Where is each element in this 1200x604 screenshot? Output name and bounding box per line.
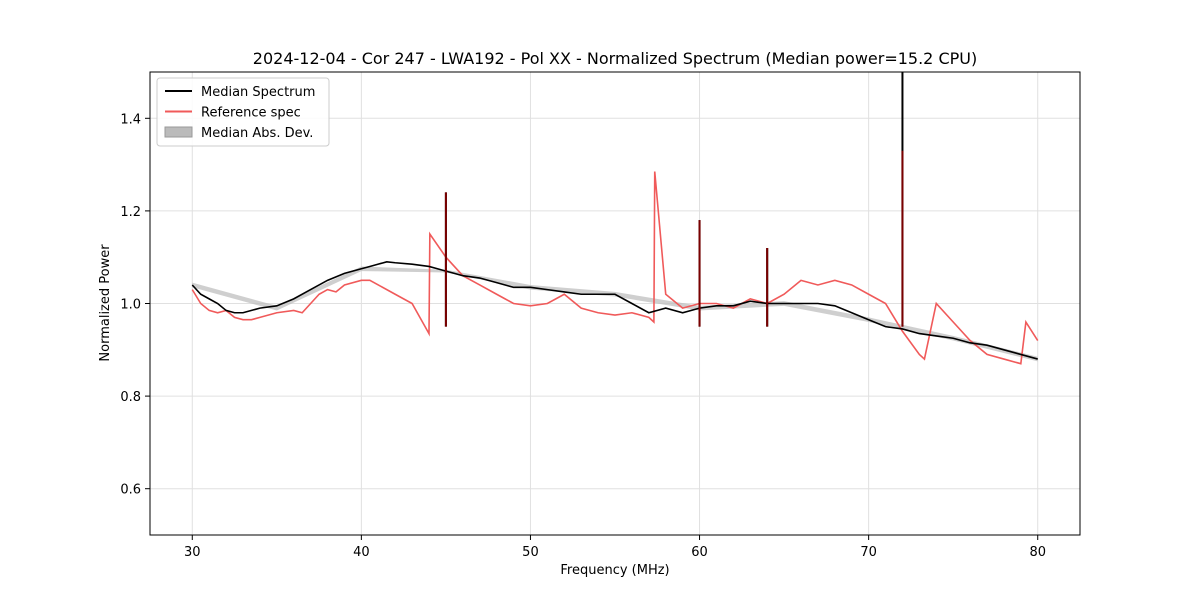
y-tick-label: 1.4: [120, 112, 141, 127]
y-axis-label: Normalized Power: [98, 244, 113, 362]
legend-label: Median Spectrum: [201, 85, 315, 100]
x-tick-label: 60: [691, 545, 708, 560]
plot-area: [191, 72, 1039, 365]
x-tick-label: 30: [184, 545, 201, 560]
legend: Median Spectrum Reference spec Median Abs.…: [156, 77, 330, 147]
legend-label: Reference spec: [201, 106, 301, 121]
x-tick-label: 50: [522, 545, 539, 560]
median-spectrum-line: [191, 261, 1038, 360]
chart-title: 2024-12-04 - Cor 247 - LWA192 - Pol XX -…: [253, 49, 977, 68]
x-axis-label: Frequency (MHz): [560, 563, 669, 578]
axes: 30 40 50 60 70 80 0.6 0.8 1.0 1.2 1.4: [120, 71, 1081, 560]
y-tick-label: 1.2: [120, 205, 141, 220]
mad-band: [192, 266, 1038, 362]
x-tick-label: 80: [1029, 545, 1046, 560]
y-tick-label: 0.6: [120, 483, 141, 498]
reference-spec-line: [191, 171, 1039, 365]
legend-box: [156, 77, 330, 147]
x-tick-label: 70: [860, 545, 877, 560]
y-tick-label: 0.8: [120, 390, 141, 405]
legend-label: Median Abs. Dev.: [201, 126, 313, 141]
x-tick-label: 40: [353, 545, 370, 560]
y-tick-label: 1.0: [120, 298, 141, 313]
legend-swatch: [164, 126, 193, 138]
